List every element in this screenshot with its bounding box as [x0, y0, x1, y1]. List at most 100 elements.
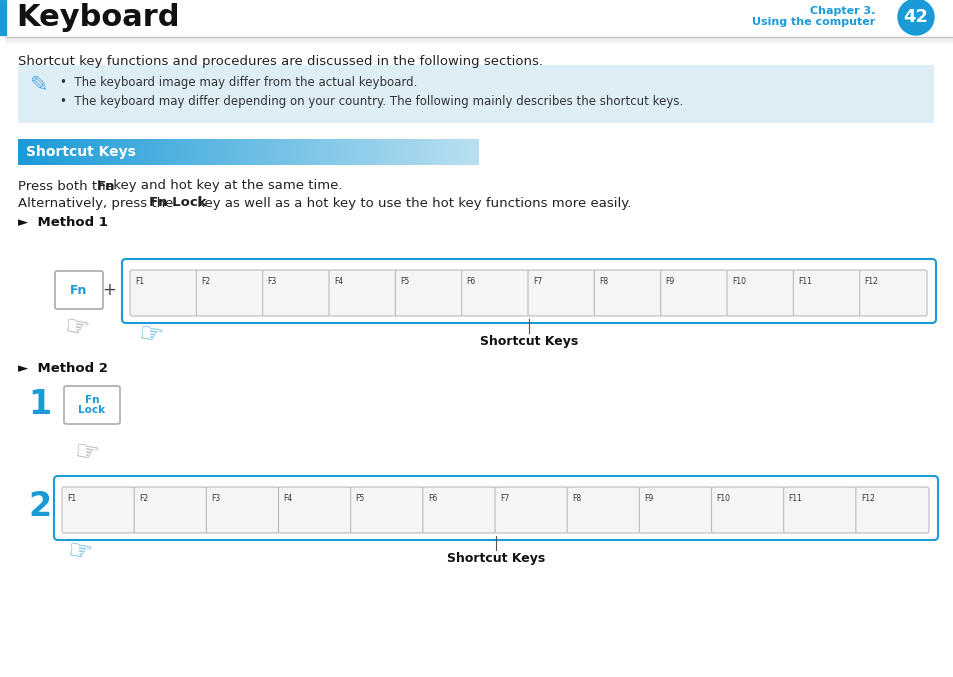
FancyBboxPatch shape — [726, 270, 794, 316]
Bar — [214, 139, 216, 165]
Text: F4: F4 — [334, 277, 343, 286]
FancyBboxPatch shape — [329, 270, 395, 316]
Bar — [440, 139, 443, 165]
Bar — [467, 139, 469, 165]
Bar — [363, 139, 365, 165]
Bar — [389, 139, 391, 165]
Bar — [367, 139, 369, 165]
Text: F5: F5 — [355, 494, 365, 503]
Bar — [311, 139, 313, 165]
FancyBboxPatch shape — [782, 487, 856, 533]
Bar — [119, 139, 121, 165]
Bar — [74, 139, 76, 165]
Bar — [312, 139, 314, 165]
Bar — [142, 139, 144, 165]
Text: ►  Method 1: ► Method 1 — [18, 215, 108, 229]
Bar — [359, 139, 361, 165]
FancyBboxPatch shape — [527, 270, 595, 316]
Bar — [110, 139, 112, 165]
Text: ✎: ✎ — [30, 75, 49, 95]
Bar — [269, 139, 272, 165]
Bar — [280, 139, 282, 165]
Text: ☞: ☞ — [65, 536, 94, 568]
Bar — [230, 139, 232, 165]
Bar — [346, 139, 348, 165]
Bar — [164, 139, 166, 165]
Bar — [293, 139, 294, 165]
Bar — [301, 139, 303, 165]
Bar — [202, 139, 204, 165]
Text: 42: 42 — [902, 8, 927, 26]
Bar — [460, 139, 462, 165]
Bar — [281, 139, 283, 165]
Bar — [162, 139, 164, 165]
Bar — [26, 139, 28, 165]
Bar — [295, 139, 297, 165]
Text: F7: F7 — [499, 494, 509, 503]
Bar — [447, 139, 449, 165]
Text: F11: F11 — [788, 494, 801, 503]
Bar — [36, 139, 38, 165]
Bar — [89, 139, 91, 165]
Bar — [97, 139, 100, 165]
FancyBboxPatch shape — [422, 487, 496, 533]
Bar — [168, 139, 171, 165]
Bar — [86, 139, 88, 165]
Bar — [238, 139, 240, 165]
Text: F12: F12 — [863, 277, 878, 286]
Bar — [410, 139, 412, 165]
Bar — [415, 139, 416, 165]
Bar — [197, 139, 199, 165]
Circle shape — [897, 0, 933, 35]
Bar — [437, 139, 439, 165]
Text: F5: F5 — [400, 277, 409, 286]
Bar — [294, 139, 295, 165]
Bar — [180, 139, 182, 165]
Bar — [134, 139, 136, 165]
Bar — [183, 139, 186, 165]
Bar — [421, 139, 423, 165]
Bar — [288, 139, 290, 165]
Bar — [354, 139, 355, 165]
Bar — [145, 139, 147, 165]
FancyBboxPatch shape — [196, 270, 263, 316]
Bar — [228, 139, 230, 165]
Bar — [188, 139, 190, 165]
Bar — [207, 139, 209, 165]
Bar — [96, 139, 98, 165]
Bar — [125, 139, 128, 165]
Bar — [414, 139, 416, 165]
Bar — [24, 139, 26, 165]
Bar — [316, 139, 318, 165]
Bar — [455, 139, 456, 165]
FancyBboxPatch shape — [130, 270, 197, 316]
Bar — [185, 139, 187, 165]
Bar — [318, 139, 320, 165]
Bar — [152, 139, 153, 165]
Bar — [387, 139, 389, 165]
Bar — [165, 139, 167, 165]
Bar — [82, 139, 85, 165]
Bar — [117, 139, 119, 165]
Bar — [237, 139, 239, 165]
Bar — [116, 139, 118, 165]
Bar — [67, 139, 69, 165]
Bar — [260, 139, 262, 165]
Bar — [468, 139, 471, 165]
Bar — [56, 139, 58, 165]
Bar — [152, 139, 154, 165]
Text: F3: F3 — [268, 277, 276, 286]
Bar — [278, 139, 280, 165]
Bar — [58, 139, 60, 165]
Bar — [172, 139, 173, 165]
Bar — [306, 139, 308, 165]
Bar — [35, 139, 37, 165]
Bar — [211, 139, 213, 165]
Bar — [271, 139, 273, 165]
Bar — [225, 139, 227, 165]
Bar — [285, 139, 287, 165]
Bar — [263, 139, 265, 165]
Bar — [150, 139, 152, 165]
FancyBboxPatch shape — [55, 271, 103, 309]
Bar — [71, 139, 72, 165]
